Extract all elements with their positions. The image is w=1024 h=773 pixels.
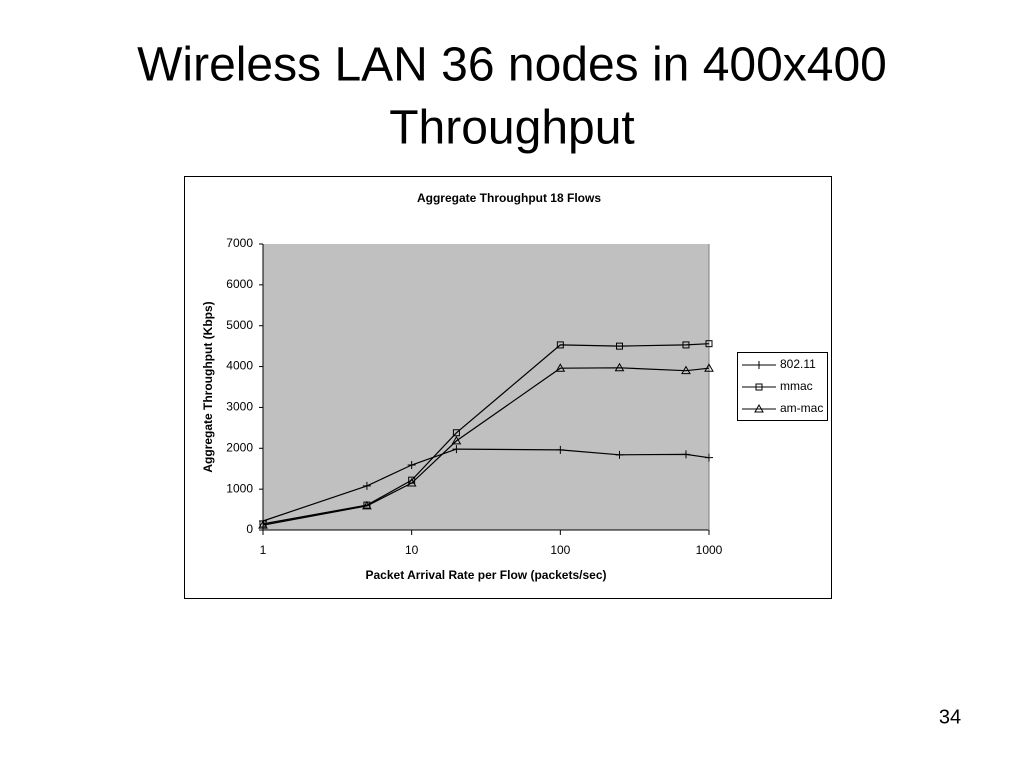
plot-area — [263, 244, 709, 530]
data-point — [407, 461, 416, 470]
data-point — [705, 340, 713, 348]
data-point — [452, 445, 461, 454]
page-number: 34 — [939, 706, 961, 728]
legend-marker — [755, 383, 763, 391]
y-tick-label: 5000 — [226, 318, 253, 332]
data-point — [615, 342, 623, 350]
series-line — [262, 343, 710, 525]
legend-label: mmac — [780, 379, 813, 393]
data-point — [556, 341, 564, 349]
series-line — [262, 367, 710, 526]
y-tick-label: 3000 — [226, 400, 253, 414]
x-tick-label: 1000 — [696, 543, 723, 557]
y-tick-label: 2000 — [226, 440, 253, 454]
chart-title: Aggregate Throughput 18 Flows — [417, 191, 601, 205]
data-point — [406, 478, 417, 487]
data-point — [556, 445, 565, 454]
data-point — [452, 429, 460, 437]
slide-title: Throughput — [389, 102, 635, 155]
legend-label: 802.11 — [780, 357, 816, 371]
y-tick-label: 0 — [246, 522, 253, 536]
legend-marker — [754, 403, 764, 413]
data-point — [451, 435, 462, 445]
data-point — [362, 500, 372, 510]
slide-title: Wireless LAN 36 nodes in 400x400 — [137, 39, 887, 92]
data-point — [682, 341, 690, 349]
data-point — [615, 450, 624, 459]
series-line — [262, 448, 710, 522]
data-point — [681, 365, 691, 375]
legend-label: am-mac — [780, 401, 823, 415]
y-tick-label: 7000 — [226, 236, 253, 250]
y-axis-label: Aggregate Throughput (Kbps) — [201, 301, 215, 472]
data-point — [681, 450, 690, 459]
y-tick-label: 6000 — [226, 277, 253, 291]
x-tick-label: 100 — [550, 543, 570, 557]
data-point — [614, 362, 625, 372]
data-point — [555, 363, 566, 372]
legend-marker — [755, 361, 763, 369]
x-axis-label: Packet Arrival Rate per Flow (packets/se… — [366, 568, 607, 582]
data-point — [705, 453, 713, 462]
y-tick-label: 4000 — [226, 359, 253, 373]
y-tick-label: 1000 — [226, 481, 253, 495]
x-tick-label: 1 — [260, 543, 267, 557]
data-point — [362, 481, 371, 490]
x-tick-label: 10 — [405, 543, 419, 557]
data-point — [258, 520, 268, 529]
data-point — [704, 363, 714, 372]
